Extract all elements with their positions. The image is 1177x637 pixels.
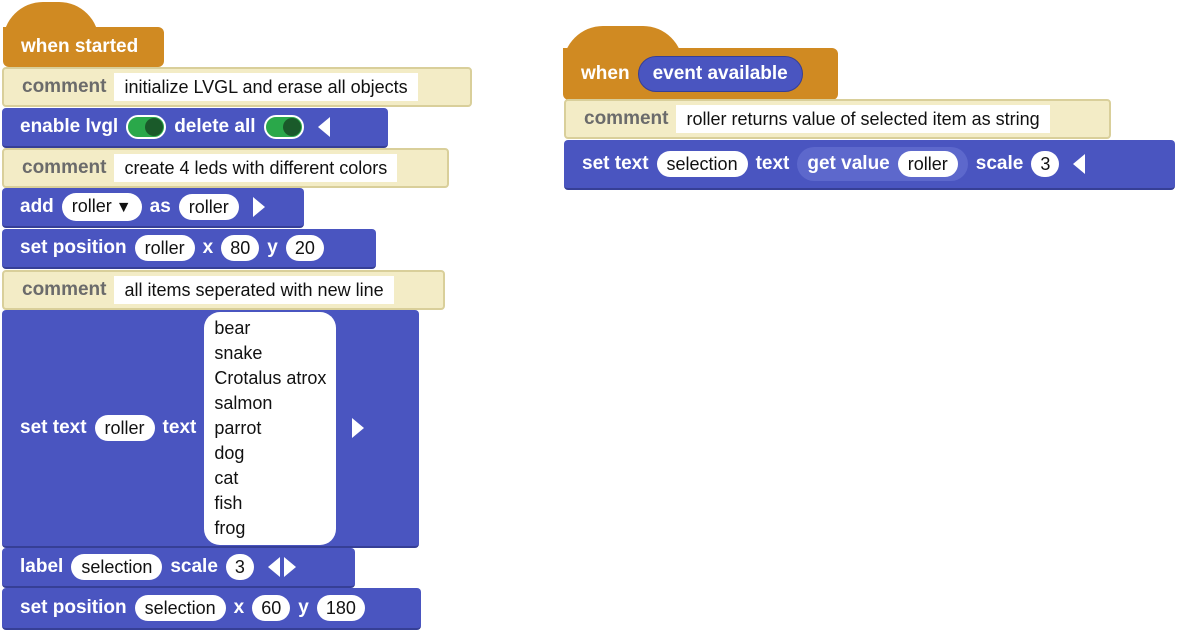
scale-label: scale (975, 153, 1024, 174)
get-value-reporter[interactable]: get value roller (797, 147, 968, 181)
y-label: y (298, 597, 309, 618)
x-value-input[interactable]: 80 (221, 235, 260, 261)
scale-value-input[interactable]: 3 (1031, 151, 1060, 177)
text-target-input[interactable]: selection (656, 151, 748, 177)
expand-right-icon[interactable] (283, 557, 296, 577)
collapse-left-icon[interactable] (267, 557, 280, 577)
enable-lvgl-toggle[interactable] (126, 115, 167, 139)
text-label: text (755, 153, 790, 174)
set-position-label: set position (20, 597, 127, 618)
y-value-input[interactable]: 20 (285, 235, 324, 261)
widget-type-value: roller (71, 196, 112, 216)
comment-text-field[interactable]: initialize LVGL and erase all objects (114, 73, 418, 101)
set-text-label: set text (582, 153, 649, 174)
text-line: parrot (214, 417, 262, 438)
comment-block[interactable]: comment roller returns value of selected… (564, 99, 1111, 139)
when-event-block[interactable]: when event available (563, 48, 838, 100)
expand-right-icon[interactable] (352, 418, 365, 438)
text-line: dog (214, 442, 245, 463)
scale-label: scale (170, 556, 218, 577)
text-line: cat (214, 467, 239, 488)
text-target-input[interactable]: roller (94, 415, 155, 441)
comment-block[interactable]: comment create 4 leds with different col… (2, 148, 449, 188)
y-value-input[interactable]: 180 (316, 595, 365, 621)
comment-keyword: comment (22, 157, 107, 178)
comment-block[interactable]: comment all items seperated with new lin… (2, 270, 445, 310)
event-available-reporter[interactable]: event available (637, 56, 803, 92)
get-value-label: get value (807, 153, 890, 174)
comment-text-field[interactable]: all items seperated with new line (114, 276, 394, 304)
label-keyword: label (20, 556, 64, 577)
text-line: salmon (214, 392, 273, 413)
when-started-block[interactable]: when started (3, 27, 164, 67)
set-text-block[interactable]: set text roller text bear snake Crotalus… (2, 310, 419, 548)
when-keyword: when (581, 63, 630, 84)
position-target-input[interactable]: selection (134, 595, 226, 621)
collapse-left-icon[interactable] (1073, 154, 1086, 174)
enable-lvgl-label: enable lvgl (20, 116, 119, 137)
scale-value-input[interactable]: 3 (225, 554, 254, 580)
text-line: snake (214, 342, 263, 363)
text-line: fish (214, 492, 243, 513)
x-value-input[interactable]: 60 (252, 595, 291, 621)
set-position-label: set position (20, 237, 127, 258)
multiline-text-input[interactable]: bear snake Crotalus atrox salmon parrot … (204, 311, 337, 545)
as-label: as (149, 196, 171, 217)
x-label: x (202, 237, 214, 258)
dropdown-arrow-icon: ▼ (115, 199, 132, 216)
collapse-left-icon[interactable] (317, 117, 330, 137)
text-line: frog (214, 517, 246, 538)
expand-right-icon[interactable] (252, 197, 265, 217)
x-label: x (233, 597, 245, 618)
add-label: add (20, 196, 54, 217)
set-position-block[interactable]: set position roller x 80 y 20 (2, 229, 376, 269)
set-text-label: set text (20, 417, 87, 438)
set-text-block[interactable]: set text selection text get value roller… (564, 140, 1175, 190)
comment-keyword: comment (584, 108, 669, 129)
position-target-input[interactable]: roller (134, 235, 195, 261)
label-block[interactable]: label selection scale 3 (2, 548, 355, 588)
text-line: Crotalus atrox (214, 367, 327, 388)
comment-keyword: comment (22, 76, 107, 97)
enable-lvgl-block[interactable]: enable lvgl delete all (2, 108, 388, 148)
widget-type-dropdown[interactable]: roller ▼ (61, 193, 142, 221)
widget-name-input[interactable]: roller (178, 194, 239, 220)
comment-block[interactable]: comment initialize LVGL and erase all ob… (2, 67, 472, 107)
add-widget-block[interactable]: add roller ▼ as roller (2, 188, 304, 228)
text-label: text (162, 417, 197, 438)
y-label: y (267, 237, 278, 258)
comment-keyword: comment (22, 279, 107, 300)
text-line: bear (214, 317, 251, 338)
delete-all-toggle[interactable] (263, 115, 304, 139)
get-value-target-input[interactable]: roller (897, 151, 958, 177)
comment-text-field[interactable]: roller returns value of selected item as… (676, 105, 1050, 133)
comment-text-field[interactable]: create 4 leds with different colors (114, 154, 398, 182)
delete-all-label: delete all (174, 116, 256, 137)
when-started-label: when started (21, 36, 139, 57)
set-position-block[interactable]: set position selection x 60 y 180 (2, 588, 421, 630)
label-name-input[interactable]: selection (71, 554, 163, 580)
